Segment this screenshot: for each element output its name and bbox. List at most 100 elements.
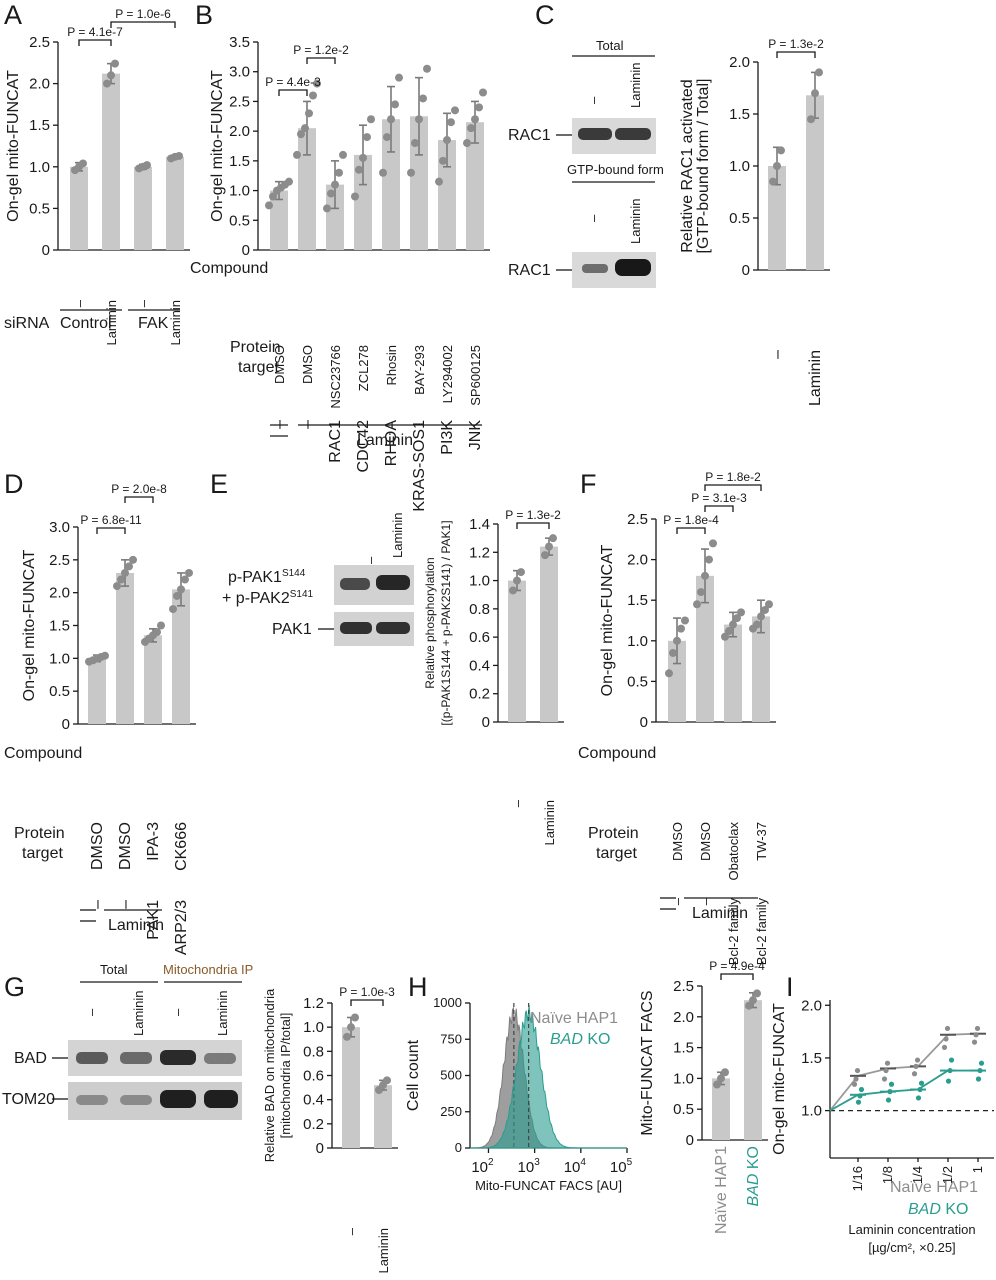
a-bar	[134, 166, 152, 250]
b-data-point	[467, 124, 475, 133]
panel-g-blots: Total Mitochondria IP – Laminin – Lamini…	[2, 962, 253, 1120]
a-pvalue-bracket	[78, 39, 112, 46]
e-band-phospho-2	[376, 575, 410, 590]
g-pvalue-bracket	[350, 999, 384, 1006]
h-xtick-base: 10	[610, 1159, 627, 1176]
h-xtick-exp: 5	[627, 1157, 633, 1168]
b-ytick-label: 1.0	[229, 183, 250, 200]
g-pvalue-label: P = 1.0e-3	[339, 985, 395, 999]
f-data-point	[677, 624, 685, 633]
c-gtp-laminin: Laminin	[628, 198, 643, 244]
h2-bad-suffix: KO	[745, 1146, 762, 1174]
h2-data-point	[753, 989, 761, 998]
h2-ytick-label: 0.5	[673, 1101, 694, 1118]
g-ylabel: Relative BAD on mitochondria	[262, 988, 277, 1162]
b-ytick-label: 3.5	[229, 34, 250, 51]
h2-data-point	[749, 996, 757, 1005]
d-data-point	[125, 562, 133, 571]
b-data-point	[297, 130, 305, 139]
h2-data-point	[713, 1080, 721, 1089]
e-bar	[540, 546, 558, 722]
h-xtick-base: 10	[471, 1159, 488, 1176]
c-data-point	[769, 177, 777, 186]
f-ytick-label: 2.0	[627, 552, 648, 569]
f-data-point	[681, 616, 689, 625]
panel-letter-i: I	[786, 972, 794, 1002]
a-category-label: Laminin	[104, 300, 119, 346]
b-data-point	[367, 115, 375, 124]
b-target-label: KRAS-SOS1	[411, 420, 428, 512]
e-ytick-label: 1.4	[469, 516, 490, 533]
c-ytick-label: 2.0	[729, 54, 750, 71]
b-bar	[270, 190, 288, 250]
h-legend-bad-ko: BAD KO	[550, 1031, 610, 1048]
a-data-point	[103, 79, 111, 88]
c-data-point	[815, 68, 823, 77]
a-ylabel: On-gel mito-FUNCAT	[5, 70, 22, 222]
g-ytick-label: 0.2	[303, 1116, 324, 1133]
e-ppak2-sup: S141	[290, 589, 314, 600]
e-ytick-label: 0.2	[469, 686, 490, 703]
g-laminin-2: Laminin	[215, 990, 230, 1036]
a-ytick-label: 1.0	[29, 159, 50, 176]
d-data-point	[117, 575, 125, 584]
i-data-point-naive	[911, 1071, 918, 1077]
f-pvalue-bracket	[704, 484, 762, 491]
d-ylabel: On-gel mito-FUNCAT	[21, 549, 38, 701]
i-data-point-bad-ko	[857, 1093, 863, 1099]
i-data-point-naive	[851, 1081, 858, 1087]
c-ytick-label: 1.5	[729, 106, 750, 123]
b-data-point	[463, 139, 471, 148]
d-target-label: –	[117, 900, 134, 909]
target-label-d: target	[22, 845, 63, 862]
panel-letter-b: B	[195, 0, 213, 30]
i-ytick-label: 2.0	[801, 997, 822, 1014]
b-category-label: Rhosin	[384, 345, 399, 385]
compound-label-f: Compound	[578, 745, 656, 762]
d-ytick-label: 2.0	[49, 585, 70, 602]
d-target-label: –	[89, 900, 106, 909]
c-ytick-label: 1.0	[729, 158, 750, 175]
panel-letter-a: A	[4, 0, 22, 30]
b-data-point	[363, 133, 371, 142]
panel-letter-f: F	[580, 469, 597, 499]
g-band-tom20-1	[76, 1095, 108, 1105]
c-ylabel: [GTP-bound form / Total]	[695, 79, 712, 254]
d-target-label: PAK1	[145, 900, 162, 940]
b-target-label: JNK	[467, 420, 484, 451]
b-category-label: NSC23766	[328, 345, 343, 409]
g-tom20-label: TOM20	[2, 1091, 55, 1108]
h2-ytick-label: 0	[686, 1132, 694, 1149]
a-category-label: –	[136, 299, 151, 307]
d-data-point	[101, 651, 109, 660]
h2-ytick-label: 2.5	[673, 978, 694, 995]
b-data-point	[439, 156, 447, 165]
f-bar	[724, 624, 742, 722]
e-ylabel: Relative phosphorylation	[423, 557, 437, 688]
i-xtick-label: 1/2	[940, 1166, 955, 1184]
g-bad-label: BAD	[14, 1050, 47, 1067]
g-ytick-label: 0	[316, 1140, 324, 1157]
e-band-phospho-1	[340, 578, 370, 590]
c-band-total-1	[578, 128, 612, 140]
c-pvalue-bracket	[776, 51, 816, 58]
f-target-label: Bcl-2 family	[754, 898, 769, 966]
d-laminin-label: Laminin	[108, 917, 164, 934]
b-category-label: DMSO	[300, 345, 315, 384]
c-total-label: Total	[596, 38, 624, 53]
a-pvalue-label: P = 1.0e-6	[115, 7, 171, 21]
d-data-point	[113, 582, 121, 591]
g-total-label: Total	[100, 962, 128, 977]
g-data-point	[383, 1076, 391, 1085]
e-data-point	[549, 534, 557, 543]
d-bar	[116, 572, 134, 724]
d-pvalue-bracket	[124, 496, 154, 503]
e-ytick-label: 0.6	[469, 629, 490, 646]
b-data-point	[309, 91, 317, 100]
h-xtick-exp: 4	[580, 1157, 586, 1168]
e-ytick-label: 0.8	[469, 601, 490, 618]
h-xtick-label: 102	[471, 1157, 494, 1176]
i-data-point-bad-ko	[858, 1086, 865, 1093]
i-data-point-naive	[973, 1032, 979, 1038]
